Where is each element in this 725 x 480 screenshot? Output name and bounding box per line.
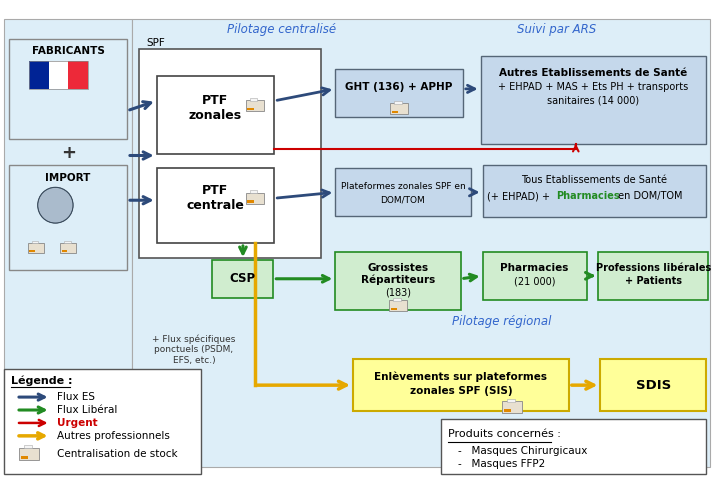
Bar [19,448,38,459]
Bar [212,260,273,298]
Bar [483,252,587,300]
Bar [250,190,257,193]
Bar [598,252,708,300]
Text: sanitaires (14 000): sanitaires (14 000) [547,96,639,106]
Bar [442,419,706,474]
Bar [250,98,257,101]
Text: PTF
centrale: PTF centrale [186,184,244,212]
Text: SPF: SPF [146,38,165,48]
Text: DOM/TOM: DOM/TOM [381,196,426,205]
Text: GHT (136) + APHP: GHT (136) + APHP [345,82,452,92]
Text: Centralisation de stock: Centralisation de stock [57,449,178,459]
Text: Pilotage régional: Pilotage régional [452,315,552,328]
Bar [157,76,274,154]
Text: -   Masques FFP2: - Masques FFP2 [458,459,545,468]
Bar [132,19,710,467]
Text: Autres professionnels: Autres professionnels [57,431,170,441]
Bar [64,241,70,243]
Text: + Patients: + Patients [625,276,682,286]
Text: (+ EHPAD) +: (+ EHPAD) + [487,191,554,201]
Text: Légende :: Légende : [11,375,72,386]
Text: Enlèvements sur plateformes: Enlèvements sur plateformes [374,372,547,383]
Text: Autres Etablissements de Santé: Autres Etablissements de Santé [500,68,687,78]
Bar [29,61,88,89]
Text: Suivi par ARS: Suivi par ARS [516,23,596,36]
Bar [392,111,398,113]
Bar [9,39,127,139]
Bar [60,243,76,253]
Bar [29,61,49,89]
Text: Grossistes: Grossistes [368,263,428,273]
Text: CSP: CSP [230,272,256,285]
Bar [68,61,88,89]
Text: Pilotage centralisé: Pilotage centralisé [227,23,336,36]
Bar [335,252,461,310]
Text: -   Masques Chirurgicaux: - Masques Chirurgicaux [458,446,587,456]
Bar [502,401,522,413]
Bar [389,300,407,311]
Text: Plateformes zonales SPF en: Plateformes zonales SPF en [341,182,465,191]
Bar [335,168,471,216]
Circle shape [38,187,73,223]
Bar [29,250,35,252]
Text: Répartiteurs: Répartiteurs [361,275,435,285]
Text: + Flux spécifiques
ponctuels (PSDM,
EFS, etc.): + Flux spécifiques ponctuels (PSDM, EFS,… [152,335,236,365]
Bar [21,456,28,459]
Bar [32,241,38,243]
Bar [483,166,706,217]
Text: Produits concernés :: Produits concernés : [448,429,561,439]
Text: IMPORT: IMPORT [46,173,91,183]
Bar [28,243,44,253]
Text: + EHPAD + MAS + Ets PH + transports: + EHPAD + MAS + Ets PH + transports [498,82,689,92]
Text: (183): (183) [385,288,411,298]
Bar [139,49,320,258]
Text: zonales SPF (SIS): zonales SPF (SIS) [410,386,513,396]
Bar [353,360,569,411]
Bar [504,409,511,412]
Bar [390,103,408,114]
Text: Tous Etablissements de Santé: Tous Etablissements de Santé [521,175,668,185]
Text: Pharmacies: Pharmacies [556,191,620,201]
Text: Urgent: Urgent [57,418,98,428]
Text: Flux Libéral: Flux Libéral [57,405,117,415]
Bar [600,360,706,411]
Bar [157,168,274,243]
Text: FABRICANTS: FABRICANTS [32,46,104,56]
Bar [4,369,201,474]
Bar [246,193,264,204]
Bar [335,69,463,117]
Bar [9,166,127,270]
Text: Flux ES: Flux ES [57,392,96,402]
Bar [507,398,515,402]
Text: en DOM/TOM: en DOM/TOM [615,191,682,201]
Bar [24,445,32,448]
Bar [4,19,132,467]
Text: (21 000): (21 000) [514,277,555,287]
Bar [246,100,264,111]
Text: Professions libérales: Professions libérales [596,263,711,273]
Bar [247,108,254,110]
Text: Pharmacies: Pharmacies [500,263,568,273]
Bar [394,298,401,300]
Bar [391,308,397,310]
Text: PTF
zonales: PTF zonales [189,94,242,122]
Text: SDIS: SDIS [636,379,671,392]
Text: +: + [61,144,75,161]
Bar [481,56,706,144]
Bar [62,250,67,252]
Bar [49,61,68,89]
Bar [247,200,254,203]
Bar [394,101,402,104]
